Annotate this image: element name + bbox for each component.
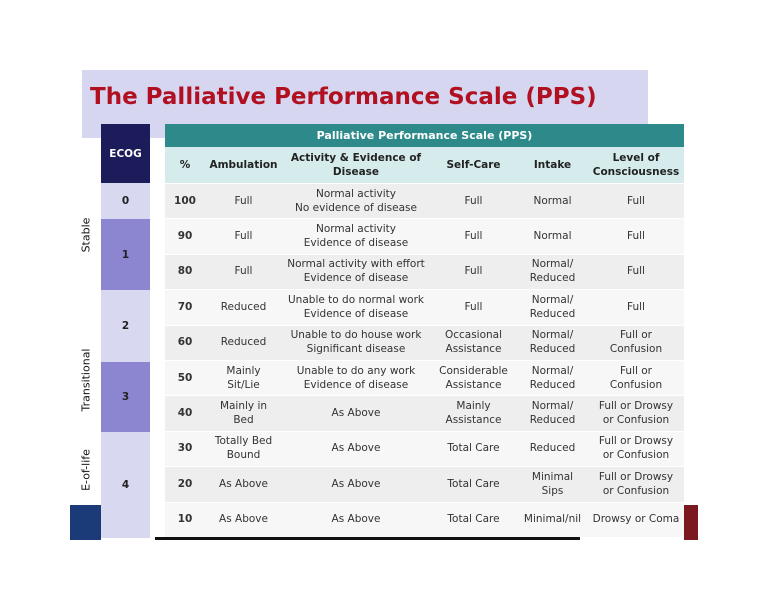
table-cell: Total Care <box>447 513 500 526</box>
table-cell: Full <box>627 230 645 243</box>
table-cell: Normal <box>533 194 572 207</box>
table-cell: 100 <box>174 194 196 207</box>
table-cell: 40 <box>177 407 193 420</box>
table-cell: Normal/ Reduced <box>529 293 576 320</box>
table-cell: Mainly Assistance <box>445 400 502 427</box>
table-cell: 80 <box>177 265 193 278</box>
table-cell: Reduced <box>220 336 267 349</box>
column-header: Self-Care <box>430 147 517 183</box>
table-cell: Total Care <box>447 477 500 490</box>
table-cell: Full <box>464 230 483 243</box>
ecog-level: 2 <box>101 290 150 362</box>
ecog-level: 4 <box>101 432 150 538</box>
corner-icon <box>684 505 698 540</box>
table-cell: As Above <box>219 477 268 490</box>
slide-title: The Palliative Performance Scale (PPS) <box>90 84 597 110</box>
phase-label: Stable <box>79 217 93 253</box>
table-cell: Full or Drowsy or Confusion <box>598 400 674 427</box>
row-band <box>165 183 684 219</box>
table-cell: 70 <box>177 300 193 313</box>
table-cell: Considerable Assistance <box>439 364 508 391</box>
table-cell: Normal/ Reduced <box>529 400 576 427</box>
table-cell: Full or Confusion <box>609 329 663 356</box>
table-cell: Full <box>627 300 645 313</box>
table-cell: Mainly in Bed <box>219 400 268 427</box>
row-band <box>165 501 684 537</box>
table-cell: Normal/ Reduced <box>529 364 576 391</box>
table-cell: Full <box>627 265 645 278</box>
table-cell: Full or Confusion <box>609 364 663 391</box>
table-cell: Full <box>464 194 483 207</box>
table-cell: As Above <box>331 513 381 526</box>
table-cell: Normal activity No evidence of disease <box>295 187 417 214</box>
table-cell: Normal activity Evidence of disease <box>303 223 409 250</box>
ecog-level: 0 <box>101 183 150 219</box>
row-band <box>165 466 684 502</box>
table-cell: Normal activity with effort Evidence of … <box>287 258 425 285</box>
table-cell: Normal/ Reduced <box>529 329 576 356</box>
table-cell: 10 <box>177 513 193 526</box>
table-cell: Drowsy or Coma <box>592 513 680 526</box>
table-cell: As Above <box>331 477 381 490</box>
table-cell: As Above <box>331 442 381 455</box>
logo <box>70 505 101 540</box>
ecog-level: 3 <box>101 362 150 432</box>
table-cell: Full or Drowsy or Confusion <box>598 435 674 462</box>
table-cell: As Above <box>219 513 268 526</box>
row-band <box>165 430 684 467</box>
row-band <box>165 289 684 325</box>
column-header: % <box>165 147 205 183</box>
row-band <box>165 253 684 290</box>
table-cell: Unable to do normal work Evidence of dis… <box>288 293 424 320</box>
table-cell: Total Care <box>447 442 500 455</box>
table-cell: Normal <box>533 230 572 243</box>
table-title: Palliative Performance Scale (PPS) <box>165 124 684 147</box>
table-cell: Full <box>464 300 483 313</box>
table-cell: 60 <box>177 336 193 349</box>
table-cell: Full <box>464 265 483 278</box>
table-cell: Minimal/nil <box>523 513 582 526</box>
table-cell: Normal/ Reduced <box>529 258 576 285</box>
row-band <box>165 395 684 431</box>
table-cell: 50 <box>177 371 193 384</box>
table-cell: Full or Drowsy or Confusion <box>598 470 674 497</box>
row-band <box>165 218 684 254</box>
row-band <box>165 360 684 396</box>
table-cell: Totally Bed Bound <box>214 435 273 462</box>
table-cell: Minimal Sips <box>531 470 574 497</box>
table-cell: Reduced <box>220 300 267 313</box>
table-cell: 90 <box>177 230 193 243</box>
table-cell: Full <box>234 194 253 207</box>
table-cell: Full <box>627 194 645 207</box>
table-cell: 20 <box>177 477 193 490</box>
table-cell: Full <box>234 230 253 243</box>
table-cell: Occasional Assistance <box>444 329 503 356</box>
table-cell: Unable to do house work Significant dise… <box>290 329 422 356</box>
table-cell: As Above <box>331 407 381 420</box>
column-header: Activity & Evidence of Disease <box>282 147 430 183</box>
ecog-level: 1 <box>101 219 150 290</box>
row-band <box>165 324 684 360</box>
table-cell: Mainly Sit/Lie <box>226 364 261 391</box>
phase-label: Transitional <box>79 348 93 412</box>
table-cell: Full <box>234 265 253 278</box>
bottom-rule <box>155 537 580 540</box>
column-header: Intake <box>517 147 588 183</box>
ecog-header: ECOG <box>101 124 150 183</box>
table-cell: 30 <box>177 442 193 455</box>
phase-label: E-of-life <box>79 449 93 491</box>
table-cell: Unable to do any work Evidence of diseas… <box>296 364 416 391</box>
table-cell: Reduced <box>529 442 576 455</box>
column-header: Ambulation <box>205 147 282 183</box>
column-header: Level of Consciousness <box>588 147 684 183</box>
